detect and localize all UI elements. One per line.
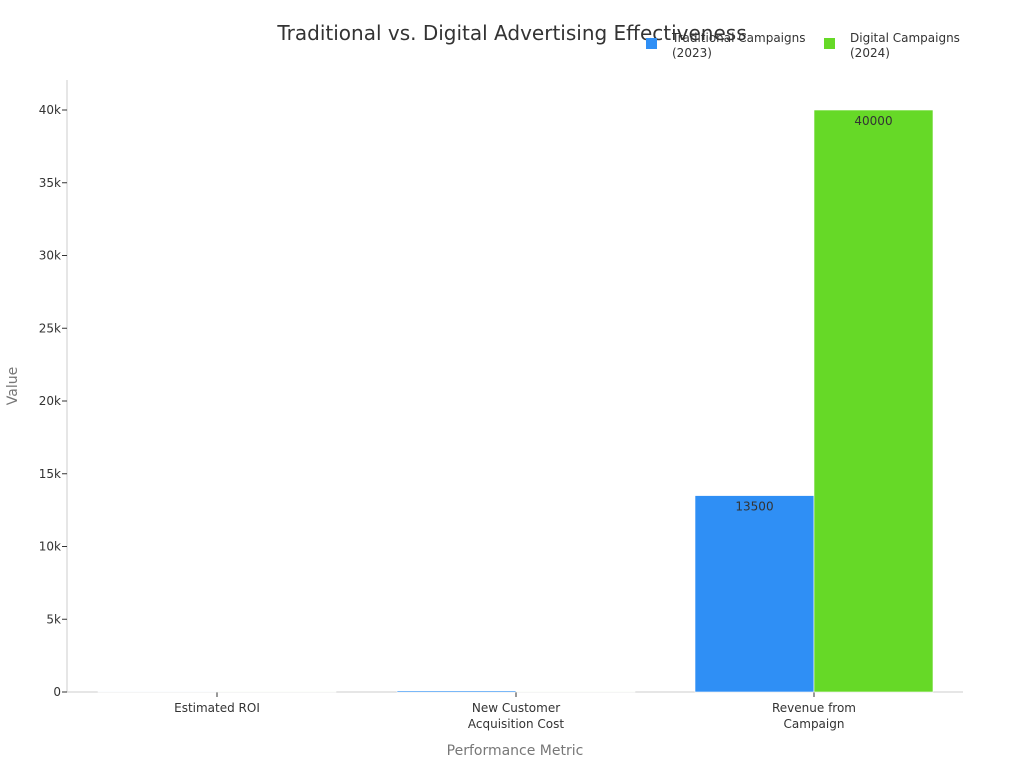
y-tick-label: 0 bbox=[53, 685, 61, 699]
y-tick-label: 10k bbox=[39, 540, 61, 554]
y-tick-label: 15k bbox=[39, 467, 61, 481]
x-tick-label: Revenue from Campaign bbox=[772, 701, 856, 731]
bar-data-label: 40000 bbox=[854, 114, 892, 128]
legend-label: Digital Campaigns (2024) bbox=[850, 31, 960, 60]
y-tick-label: 5k bbox=[46, 612, 61, 626]
y-tick-label: 40k bbox=[39, 103, 61, 117]
legend: Traditional Campaigns (2023) Digital Campa… bbox=[646, 31, 960, 60]
y-tick-label: 35k bbox=[39, 176, 61, 190]
y-tick-label: 30k bbox=[39, 249, 61, 263]
legend-swatch bbox=[646, 38, 657, 49]
bar-digital-1 bbox=[515, 691, 636, 693]
x-axis-title: Performance Metric bbox=[447, 743, 584, 759]
legend-label: Traditional Campaigns (2023) bbox=[671, 31, 806, 60]
bar-traditional-1 bbox=[396, 690, 517, 693]
legend-swatch bbox=[824, 38, 835, 49]
y-tick-label: 20k bbox=[39, 394, 61, 408]
y-axis-title: Value bbox=[5, 367, 21, 405]
bar-digital-0 bbox=[216, 691, 337, 693]
bar-traditional-2 bbox=[694, 495, 815, 693]
chart-title: Traditional vs. Digital Advertising Effe… bbox=[276, 21, 746, 45]
y-tick-label: 25k bbox=[39, 321, 61, 335]
x-tick-label: Estimated ROI bbox=[174, 701, 260, 715]
bar-traditional-0 bbox=[97, 691, 218, 693]
legend-item-digital: Digital Campaigns (2024) bbox=[824, 31, 960, 60]
x-tick-label: New Customer Acquisition Cost bbox=[468, 701, 565, 731]
plot-area: 0 5k 10k 15k 20k 25k 30k 35k 40k Estimated ROI New… bbox=[39, 80, 963, 731]
bar-data-label: 13500 bbox=[735, 500, 773, 514]
bar-digital-2 bbox=[813, 109, 934, 693]
legend-item-traditional: Traditional Campaigns (2023) bbox=[646, 31, 806, 60]
